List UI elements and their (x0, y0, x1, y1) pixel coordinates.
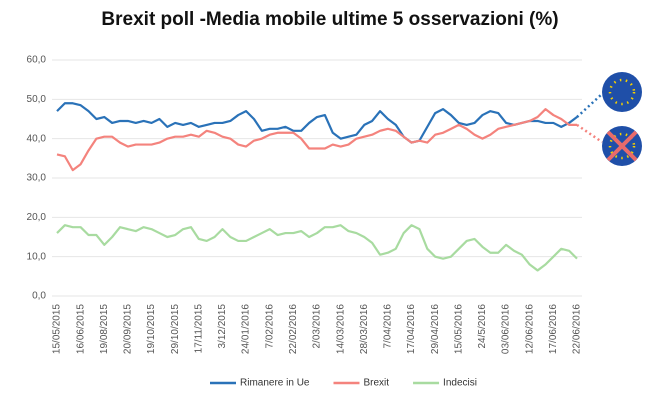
x-tick-label: 15/05/2015 (52, 304, 63, 354)
x-tick-label: 03/06/2016 (501, 304, 512, 354)
x-tick-label: 17/11/2015 (193, 304, 204, 354)
x-tick-label: 24/5/2016 (477, 304, 488, 349)
x-tick-label: 15/05/2016 (453, 304, 464, 354)
eu-flag-leave (602, 126, 642, 166)
x-tick-label: 29/10/2015 (170, 304, 181, 354)
y-tick-label: 30,0 (27, 173, 47, 184)
x-tick-label: 24/01/2016 (241, 304, 252, 354)
cross (606, 130, 638, 162)
legend-label: Indecisi (443, 378, 477, 389)
x-tick-label: 17/06/2016 (548, 304, 559, 354)
flag (602, 72, 642, 112)
y-tick-label: 50,0 (27, 94, 47, 105)
y-tick-label: 10,0 (27, 251, 47, 262)
legend-label: Brexit (363, 378, 389, 389)
eu-flag-remain (602, 72, 642, 112)
x-tick-label: 19/10/2015 (146, 304, 157, 354)
x-tick-label: 14/03/2016 (335, 304, 346, 354)
y-tick-label: 60,0 (27, 55, 47, 66)
x-tick-label: 17/04/2016 (406, 304, 417, 354)
extension (576, 123, 603, 144)
x-tick-label: 2/03/2016 (312, 304, 323, 349)
x-tick-label: 7/04/2016 (383, 304, 394, 349)
series-line (56, 108, 577, 172)
flag-stars (608, 132, 636, 160)
x-tick-label: 12/06/2016 (524, 304, 535, 354)
flag-stars (608, 78, 636, 106)
y-tick-label: 0,0 (32, 291, 46, 302)
series-line (56, 102, 578, 144)
x-tick-label: 7/02/2016 (264, 304, 275, 349)
x-tick-label: 22/06/2016 (572, 304, 583, 354)
x-tick-label: 20/09/2015 (123, 304, 134, 354)
x-tick-label: 16/06/2015 (75, 304, 86, 354)
x-tick-label: 28/03/2016 (359, 304, 370, 354)
series-line (56, 224, 578, 272)
x-tick-label: 3/12/2015 (217, 304, 228, 349)
x-tick-label: 29/04/2016 (430, 304, 441, 354)
chart-title: Brexit poll -Media mobile ultime 5 osser… (101, 9, 558, 30)
y-tick-label: 40,0 (27, 133, 47, 144)
x-tick-label: 19/08/2015 (99, 304, 110, 354)
x-tick-label: 22/02/2016 (288, 304, 299, 354)
legend-label: Rimanere in Ue (240, 378, 310, 389)
extension (576, 93, 603, 118)
y-tick-label: 20,0 (27, 212, 47, 223)
